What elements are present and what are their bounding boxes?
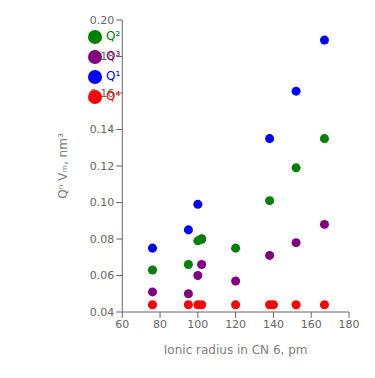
svg-text:0.06: 0.06 [90, 269, 115, 282]
svg-text:Ionic radius in CN 6, pm: Ionic radius in CN 6, pm [164, 343, 308, 357]
svg-text:0.04: 0.04 [90, 306, 115, 319]
svg-text:0.08: 0.08 [90, 233, 115, 246]
svg-text:0.20: 0.20 [90, 14, 115, 27]
svg-text:80: 80 [153, 318, 167, 331]
svg-text:0.14: 0.14 [90, 123, 115, 136]
svg-text:140: 140 [263, 318, 284, 331]
svg-text:60: 60 [115, 318, 129, 331]
svg-text:180: 180 [339, 318, 360, 331]
svg-text:160: 160 [301, 318, 322, 331]
svg-text:0.12: 0.12 [90, 160, 115, 173]
svg-text:100: 100 [187, 318, 208, 331]
svg-text:0.10: 0.10 [90, 196, 115, 209]
svg-text:0.16: 0.16 [90, 87, 115, 100]
svg-text:120: 120 [225, 318, 246, 331]
svg-text:0.18: 0.18 [90, 50, 115, 63]
svg-text:Qⁿ Vₘ, nm³: Qⁿ Vₘ, nm³ [56, 133, 70, 199]
